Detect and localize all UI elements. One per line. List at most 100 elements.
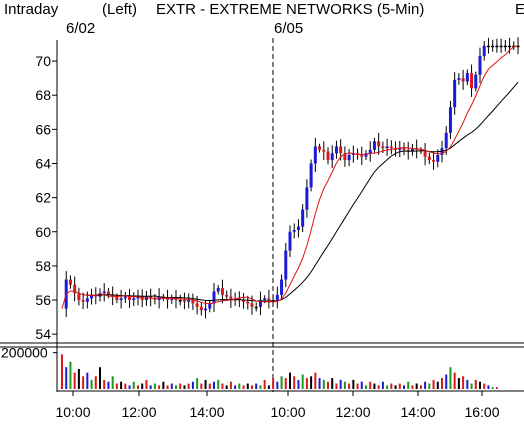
candle-body: [187, 300, 191, 302]
candle-body: [453, 79, 457, 108]
candle-body: [360, 154, 364, 157]
price-tick-label: 56: [35, 292, 51, 308]
candle-body: [372, 141, 376, 150]
candle-body: [364, 153, 368, 157]
time-tick-label: 16:00: [464, 404, 499, 420]
price-tick-label: 60: [35, 224, 51, 240]
candle-body: [474, 74, 478, 89]
candle-body: [503, 45, 507, 48]
price-tick-label: 64: [35, 155, 51, 171]
candle-body: [102, 291, 106, 294]
candle-body: [275, 294, 279, 301]
candle-body: [73, 284, 77, 294]
candle-body: [343, 153, 347, 161]
time-tick-label: 14:00: [189, 404, 224, 420]
candle-body: [254, 306, 258, 309]
price-tick-label: 66: [35, 121, 51, 137]
price-tick-label: 62: [35, 190, 51, 206]
candle-body: [347, 154, 351, 161]
edge-mark: E: [515, 1, 524, 18]
candle-body: [263, 298, 267, 301]
candle-body: [267, 298, 271, 301]
candle-body: [216, 288, 220, 292]
candle-body: [448, 107, 452, 133]
candle-body: [246, 301, 250, 304]
price-panel: 54 56 58 60 62 64 66 68 70: [0, 37, 524, 392]
price-tick-label: 58: [35, 258, 51, 274]
candle-body: [330, 153, 334, 161]
candle-body: [457, 78, 461, 80]
candle-body: [326, 151, 330, 161]
candle-body: [334, 146, 338, 154]
candle-body: [204, 308, 208, 311]
candle-body: [381, 146, 385, 149]
candle-body: [280, 279, 284, 295]
mode-label: Intraday: [4, 1, 59, 18]
candle-body: [115, 296, 119, 301]
candle-body: [123, 296, 127, 299]
day2-label: 6/05: [274, 20, 303, 37]
time-tick-label: 12:00: [121, 404, 156, 420]
candle-body: [90, 294, 94, 299]
time-tick-label: 10:00: [55, 404, 90, 420]
volume-tick-label: 200000: [1, 345, 48, 361]
candle-body: [301, 209, 305, 227]
candle-body: [106, 291, 110, 295]
candle-body: [153, 298, 157, 301]
candle-body: [516, 45, 520, 48]
candle-body: [128, 296, 132, 301]
candle-body: [322, 149, 326, 152]
ma-fast-line: [61, 45, 519, 309]
candle-body: [68, 279, 72, 285]
candle-body: [423, 151, 427, 157]
candle-body: [491, 45, 495, 48]
candle-body: [166, 298, 170, 301]
time-tick-label: 12:00: [335, 404, 370, 420]
candle-body: [182, 300, 186, 302]
candle-body: [406, 149, 410, 152]
candle-body: [499, 45, 503, 48]
candle-body: [208, 303, 212, 309]
candle-body: [309, 163, 313, 188]
candle-body: [284, 250, 288, 280]
candle-body: [436, 154, 440, 162]
price-tick-label: 54: [35, 326, 51, 342]
candle-body: [242, 300, 246, 302]
candle-body: [402, 148, 406, 150]
candle-body: [385, 146, 389, 149]
candle-body: [191, 300, 195, 304]
candle-body: [461, 78, 465, 82]
candle-body: [368, 149, 372, 154]
candle-body: [81, 300, 85, 302]
candle-body: [389, 146, 393, 149]
candle-body: [432, 160, 436, 162]
candle-body: [318, 146, 322, 150]
price-tick-label: 68: [35, 87, 51, 103]
candle-body: [486, 45, 490, 48]
day1-label: 6/02: [66, 20, 95, 37]
candle-body: [288, 231, 292, 251]
candle-body: [258, 300, 262, 307]
candle-body: [377, 141, 381, 147]
time-axis: 10:00 12:00 14:00 10:00 12:00 14:00 16:00: [55, 390, 524, 420]
candle-body: [305, 187, 309, 210]
candle-body: [465, 73, 469, 82]
candle-body: [237, 298, 241, 301]
candle-body: [132, 298, 136, 301]
candle-body: [508, 45, 512, 48]
candle-body: [119, 298, 123, 301]
candle-body: [296, 226, 300, 231]
candle-body: [199, 306, 203, 311]
candle-body: [170, 298, 174, 301]
candle-body: [111, 294, 115, 297]
candle-body: [225, 294, 229, 297]
candle-body: [220, 288, 224, 295]
candle-body: [398, 148, 402, 150]
candle-body: [85, 298, 89, 302]
candle-body: [410, 148, 414, 152]
candle-body: [495, 45, 499, 48]
candle-body: [482, 45, 486, 56]
candle-body: [427, 156, 431, 161]
candle-body: [444, 132, 448, 149]
